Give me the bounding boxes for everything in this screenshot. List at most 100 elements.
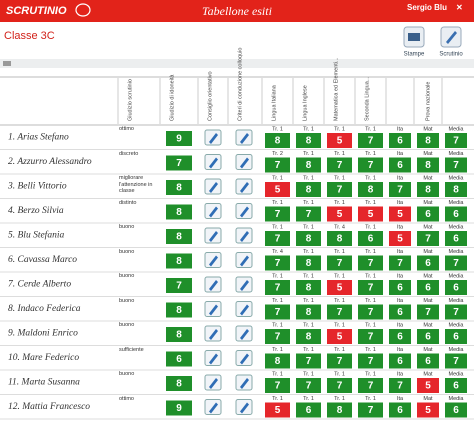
action-icon-pen bbox=[240, 402, 249, 414]
term-label: Tr. 1 bbox=[303, 273, 314, 279]
exam-part-label: Mat bbox=[423, 151, 433, 157]
grade-box bbox=[358, 402, 383, 418]
judgment-text: buono bbox=[119, 297, 135, 304]
page-title: Tabellone esiti bbox=[202, 4, 272, 18]
judgment-text: distinto bbox=[119, 199, 137, 206]
grade: 7 bbox=[453, 356, 459, 367]
term-label: Tr. 1 bbox=[303, 175, 314, 181]
action-icon-pen bbox=[240, 255, 249, 267]
strip-icon[interactable] bbox=[3, 61, 11, 66]
student-name[interactable]: 9. Maldoni Enrico bbox=[8, 328, 78, 338]
exam-part-label: Media bbox=[449, 200, 465, 206]
judgment: buono bbox=[119, 322, 134, 328]
logout-icon[interactable]: ✕ bbox=[456, 3, 463, 12]
grade-box bbox=[327, 304, 352, 320]
toolbar-label[interactable]: Scrutinio bbox=[439, 52, 463, 58]
grade-box bbox=[417, 353, 439, 369]
scrutinio-button[interactable]: Scrutinio bbox=[439, 26, 463, 58]
grade-box bbox=[296, 182, 321, 197]
student-name[interactable]: 4. Berzo Silvia bbox=[8, 206, 64, 216]
grade: 5 bbox=[425, 405, 431, 416]
grade: 8 bbox=[337, 405, 343, 416]
grade: 7 bbox=[453, 307, 459, 318]
grade-box bbox=[166, 229, 192, 244]
grade: 7 bbox=[425, 234, 431, 245]
term-label: Tr. 1 bbox=[365, 347, 376, 353]
grade-box bbox=[389, 378, 411, 393]
action-icon-pen bbox=[240, 157, 249, 169]
column-header: Giudizio scrutinio bbox=[127, 79, 133, 121]
toolbar-label[interactable]: Stampe bbox=[404, 52, 425, 58]
judgment-text: buono bbox=[119, 224, 135, 230]
grade: 6 bbox=[397, 136, 403, 147]
column-header: Prova nazionale bbox=[425, 82, 431, 121]
grade-box bbox=[265, 353, 290, 369]
grade: 5 bbox=[397, 209, 403, 220]
student-name[interactable]: 5. Blu Stefania bbox=[8, 229, 64, 240]
student-name[interactable]: 2. Azzurro Alessandro bbox=[8, 157, 92, 167]
grade-box bbox=[265, 182, 290, 197]
student-name[interactable]: 7. Cerde Alberto bbox=[8, 279, 71, 289]
grade-box bbox=[296, 280, 321, 295]
grade-box bbox=[296, 378, 321, 393]
student-name[interactable]: 11. Marta Susanna bbox=[8, 377, 80, 387]
term-label: Tr. 1 bbox=[303, 322, 314, 328]
exam-part-label: Media bbox=[449, 224, 465, 230]
grade: 9 bbox=[176, 403, 182, 414]
exam-part-label: Mat bbox=[423, 249, 433, 255]
grade: 7 bbox=[275, 258, 281, 269]
grade-box bbox=[445, 402, 467, 418]
judgment: ottimo bbox=[119, 126, 134, 132]
action-icon-pen bbox=[240, 304, 249, 316]
student-name[interactable]: 1. Arias Stefano bbox=[8, 131, 69, 142]
grade-box bbox=[389, 280, 411, 295]
student-name[interactable]: 6. Cavassa Marco bbox=[8, 255, 77, 265]
action-icon-pen bbox=[209, 255, 218, 267]
student-name[interactable]: 3. Belli Vittorio bbox=[7, 181, 67, 191]
term-label: Tr. 1 bbox=[365, 151, 376, 157]
grade: 8 bbox=[176, 207, 182, 218]
judgment-text: ottimo bbox=[119, 395, 134, 402]
term-label: Tr. 1 bbox=[365, 249, 376, 255]
judgment-text: buono bbox=[119, 248, 135, 255]
grade: 7 bbox=[337, 160, 343, 171]
grade-box bbox=[389, 206, 411, 222]
grade: 6 bbox=[397, 160, 403, 171]
print-button[interactable]: Stampe bbox=[403, 26, 425, 58]
grade: 9 bbox=[176, 134, 182, 145]
grade: 8 bbox=[275, 356, 281, 367]
term-label: Tr. 1 bbox=[303, 151, 314, 157]
grade: 6 bbox=[425, 283, 431, 294]
user-name[interactable]: Sergio Blu bbox=[407, 3, 447, 12]
exam-part-label: Media bbox=[449, 151, 465, 157]
grade: 7 bbox=[306, 209, 312, 220]
term-label: Tr. 1 bbox=[365, 224, 376, 230]
term-label: Tr. 1 bbox=[334, 298, 345, 304]
grade-box bbox=[166, 351, 192, 367]
grade-box bbox=[166, 400, 192, 416]
grade-box bbox=[327, 133, 352, 148]
grade-box bbox=[445, 182, 467, 197]
grade-box bbox=[296, 304, 321, 320]
judgment: sufficiente bbox=[119, 347, 144, 353]
grade: 6 bbox=[397, 307, 403, 318]
exam-part-label: Mat bbox=[423, 298, 433, 304]
grade-box bbox=[358, 157, 383, 173]
student-name[interactable]: 10. Mare Federico bbox=[8, 353, 79, 363]
exam-part-label: Mat bbox=[423, 322, 433, 328]
student-name[interactable]: 12. Mattia Francesco bbox=[8, 402, 90, 412]
grade-box bbox=[296, 329, 321, 344]
grade-box bbox=[327, 182, 352, 197]
grade: 5 bbox=[337, 209, 343, 220]
grade: 8 bbox=[337, 234, 343, 245]
student-name[interactable]: 8. Indaco Federica bbox=[8, 304, 81, 314]
exam-part-label: Mat bbox=[423, 371, 433, 377]
judgment: buono bbox=[119, 273, 134, 279]
grade: 7 bbox=[337, 185, 343, 196]
term-label: Tr. 2 bbox=[272, 151, 283, 157]
term-label: Tr. 1 bbox=[272, 126, 283, 132]
grade-box bbox=[358, 304, 383, 320]
term-label: Tr. 1 bbox=[272, 371, 283, 377]
grade: 6 bbox=[397, 283, 403, 294]
exam-part-label: Mat bbox=[423, 273, 433, 279]
